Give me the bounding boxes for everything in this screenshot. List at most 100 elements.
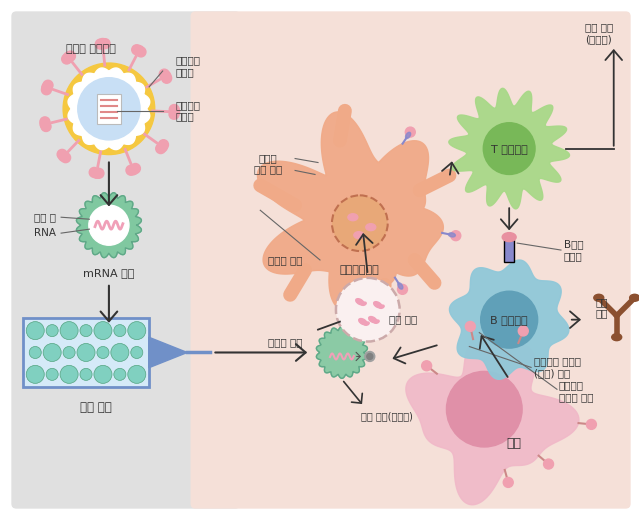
Ellipse shape [374,320,379,324]
Circle shape [94,365,112,383]
Polygon shape [449,88,570,209]
Circle shape [128,365,146,383]
Circle shape [61,54,72,64]
FancyBboxPatch shape [97,94,121,124]
Circle shape [26,365,44,383]
Circle shape [80,325,92,336]
Circle shape [481,291,538,348]
Text: 단백질 조각: 단백질 조각 [268,255,303,265]
Circle shape [365,351,375,361]
Ellipse shape [364,322,369,325]
Circle shape [129,165,138,175]
Circle shape [42,85,51,95]
Ellipse shape [594,294,604,301]
Circle shape [111,344,129,361]
Ellipse shape [348,214,358,221]
Polygon shape [68,68,150,150]
Text: T 면역세포: T 면역세포 [491,143,527,154]
Ellipse shape [380,305,384,309]
Circle shape [332,196,388,251]
Circle shape [44,344,61,361]
Ellipse shape [359,318,367,325]
Circle shape [40,117,50,127]
Circle shape [26,321,44,340]
Circle shape [42,83,52,92]
Circle shape [72,71,147,147]
Text: 코로나 바이러스: 코로나 바이러스 [66,44,116,54]
Text: 지질 막: 지질 막 [34,212,56,222]
Circle shape [465,321,476,331]
Circle shape [98,39,108,49]
Circle shape [89,167,99,178]
Circle shape [161,71,171,81]
Ellipse shape [406,132,411,138]
Text: 단백질 조각: 단백질 조각 [268,337,303,348]
Ellipse shape [356,299,364,305]
Ellipse shape [366,223,376,231]
FancyBboxPatch shape [12,11,241,509]
Circle shape [94,168,104,178]
Circle shape [336,278,399,342]
Ellipse shape [630,294,639,301]
Text: RNA: RNA [34,228,56,238]
Circle shape [43,80,53,90]
Text: 단백질
조각 인지: 단백질 조각 인지 [254,153,282,174]
Polygon shape [257,112,444,311]
Text: 스파이크 단백질
(항원) 생성: 스파이크 단백질 (항원) 생성 [534,357,581,378]
Text: 스파이크
유전자: 스파이크 유전자 [175,100,200,122]
Circle shape [95,39,106,49]
Polygon shape [316,327,367,378]
Text: B세포
활성화: B세포 활성화 [564,239,584,261]
FancyBboxPatch shape [504,240,514,262]
Ellipse shape [369,316,377,323]
Circle shape [483,123,535,174]
Circle shape [29,347,41,359]
Circle shape [89,205,129,245]
Circle shape [46,368,58,380]
Text: 스파이크
단백질 인지: 스파이크 단백질 인지 [559,380,593,402]
Ellipse shape [612,334,621,341]
Ellipse shape [398,283,403,289]
Circle shape [78,78,140,140]
Circle shape [518,326,528,336]
Circle shape [40,119,50,129]
Circle shape [92,168,102,178]
Polygon shape [406,333,579,505]
Text: 근육 주사: 근육 주사 [80,401,112,414]
Circle shape [63,347,75,359]
Circle shape [169,105,179,115]
Circle shape [134,45,144,55]
Circle shape [128,321,146,340]
Circle shape [405,127,415,137]
Circle shape [586,420,596,429]
Circle shape [126,165,136,175]
Circle shape [41,122,51,132]
FancyBboxPatch shape [191,11,630,509]
Circle shape [59,151,68,162]
Circle shape [162,73,172,83]
Circle shape [170,107,180,117]
Circle shape [131,164,140,173]
Ellipse shape [374,302,382,308]
Circle shape [65,51,76,61]
Text: 항원제시세포: 항원제시세포 [340,265,380,275]
Circle shape [57,150,67,159]
Ellipse shape [362,302,366,305]
Text: 면역 반응
(후천성): 면역 반응 (후천성) [585,22,613,44]
Circle shape [94,321,112,340]
Circle shape [80,368,92,380]
Circle shape [451,231,461,240]
Text: 세포 사멸: 세포 사멸 [388,315,417,325]
Circle shape [397,284,408,294]
Polygon shape [76,193,141,257]
Text: B 면역세포: B 면역세포 [490,315,528,325]
Circle shape [97,347,109,359]
Circle shape [60,321,78,340]
Circle shape [156,143,166,154]
Circle shape [61,153,70,163]
Polygon shape [449,260,569,379]
Text: 세포: 세포 [507,438,522,450]
Text: mRNA 백신: mRNA 백신 [83,268,134,278]
Circle shape [63,52,73,62]
Circle shape [447,372,522,447]
